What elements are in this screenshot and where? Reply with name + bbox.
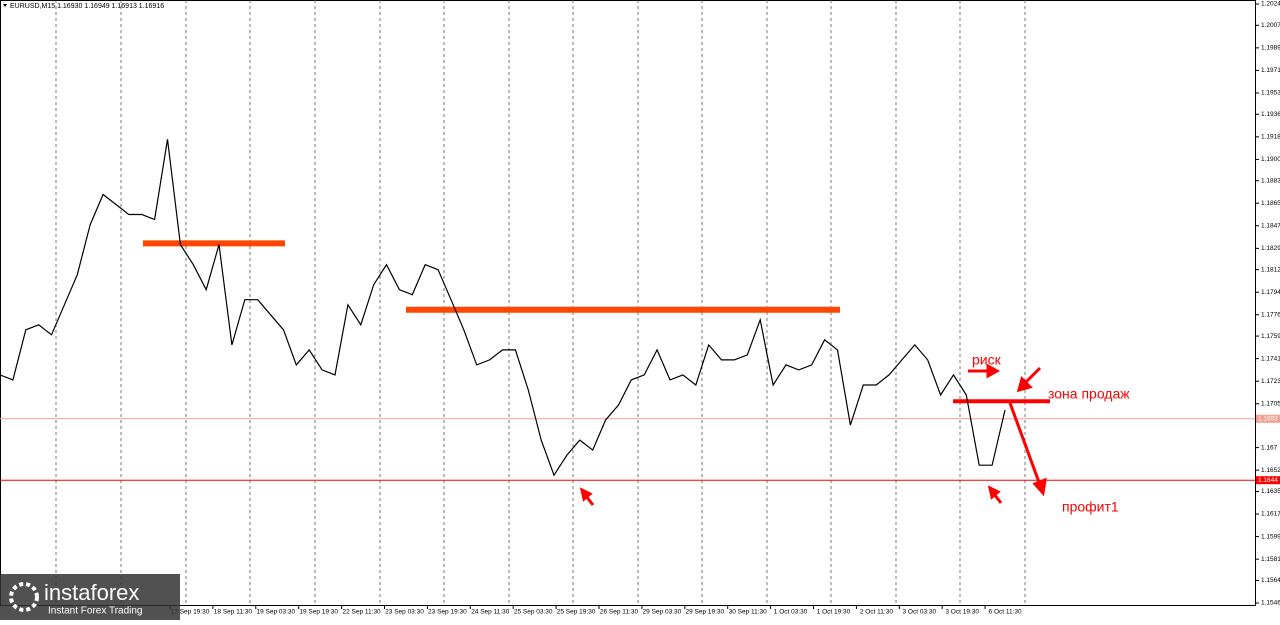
y-tick-label: 1.1989 (1261, 45, 1280, 52)
menu-arrow (3, 4, 7, 7)
watermark-box (0, 574, 180, 620)
y-tick-label: 1.1741 (1261, 355, 1280, 362)
y-tick-label: 1.2007 (1261, 22, 1280, 29)
chart-title: EURUSD,M15 1.16930 1.16949 1.16913 1.169… (10, 3, 164, 10)
arrow-head (579, 487, 593, 502)
watermark-logo (9, 582, 39, 612)
y-tick-label: 1.1829 (1261, 245, 1280, 252)
x-tick-label: 25 Sep 03:30 (514, 609, 553, 616)
x-tick-label: 29 Sep 03:30 (643, 609, 682, 616)
arrows (579, 363, 1047, 506)
y-tick-label: 1.1723 (1261, 378, 1280, 385)
y-tick-label: 1.1652 (1261, 467, 1280, 474)
y-tick-label: 1.1581 (1261, 556, 1280, 563)
x-tick-label: 6 Oct 11:30 (989, 609, 1023, 616)
y-tick-label: 1.1918 (1261, 134, 1280, 141)
y-tick-label: 1.1794 (1261, 289, 1280, 296)
x-tick-label: 18 Sep 11:30 (214, 609, 253, 616)
vertical-grid (55, 0, 1026, 605)
y-tick-label: 1.1564 (1261, 577, 1280, 584)
y-tick-label: 1.167 (1261, 444, 1278, 451)
y-tick-label: 1.1546 (1261, 600, 1280, 607)
y-tick-label: 1.1759 (1261, 333, 1280, 340)
y-tick-label: 1.1847 (1261, 223, 1280, 230)
price-line (0, 139, 1006, 477)
x-tick-label: 3 Oct 03:30 (902, 609, 936, 616)
x-tick-label: 17 Sep 19:30 (171, 609, 210, 616)
arrow-head (987, 485, 1001, 500)
y-tick-label: 1.2024 (1261, 1, 1280, 8)
price-label-box (1256, 414, 1280, 423)
y-tick-label: 1.1617 (1261, 511, 1280, 518)
y-tick-label: 1.1812 (1261, 266, 1280, 273)
arrow (1023, 366, 1042, 385)
arrow-head (986, 363, 1001, 379)
x-tick-label: 23 Sep 03:30 (385, 609, 424, 616)
x-tick-label: 1 Oct 03:30 (774, 609, 808, 616)
watermark-tagline: Instant Forex Trading (48, 606, 143, 617)
price-label-box (1256, 476, 1280, 485)
x-tick-label: 3 Oct 19:30 (945, 609, 979, 616)
x-tick-label: 19 Sep 19:30 (299, 609, 338, 616)
arrow (1008, 402, 1042, 486)
x-tick-label: 1 Oct 19:30 (817, 609, 851, 616)
annotation: риск (972, 352, 1002, 368)
arrow-head (1016, 376, 1033, 393)
y-tick-label: 1.1971 (1261, 67, 1280, 74)
x-tick-label: 30 Sep 11:30 (729, 609, 768, 616)
y-tick-label: 1.1599 (1261, 533, 1280, 540)
plot-frame (0, 0, 1256, 606)
annotation: зона продаж (1048, 386, 1130, 402)
x-tick-label: 19 Sep 03:30 (256, 609, 295, 616)
annotation: профит1 (1062, 499, 1119, 515)
x-tick-label: 2 Oct 11:30 (860, 609, 894, 616)
x-tick-label: 23 Sep 19:30 (428, 609, 467, 616)
y-tick-label: 1.1705 (1261, 400, 1280, 407)
arrow-head (1032, 477, 1047, 497)
x-tick-label: 24 Sep 11:30 (471, 609, 510, 616)
x-tick-label: 22 Sep 11:30 (342, 609, 381, 616)
x-tick-label: 25 Sep 19:30 (557, 609, 596, 616)
price-label: 1.1693 (1258, 416, 1278, 423)
y-tick-label: 1.1635 (1261, 488, 1280, 495)
y-tick-label: 1.1776 (1261, 311, 1280, 318)
price-label: 1.1644 (1258, 477, 1278, 484)
watermark-brand: instaforex (44, 580, 139, 605)
y-tick-label: 1.1865 (1261, 200, 1280, 207)
y-tick-label: 1.1900 (1261, 156, 1280, 163)
y-tick-label: 1.1883 (1261, 177, 1280, 184)
y-tick-label: 1.1953 (1261, 90, 1280, 97)
x-tick-label: 29 Sep 19:30 (685, 609, 724, 616)
y-tick-label: 1.1936 (1261, 111, 1280, 118)
x-tick-label: 26 Sep 11:30 (600, 609, 639, 616)
